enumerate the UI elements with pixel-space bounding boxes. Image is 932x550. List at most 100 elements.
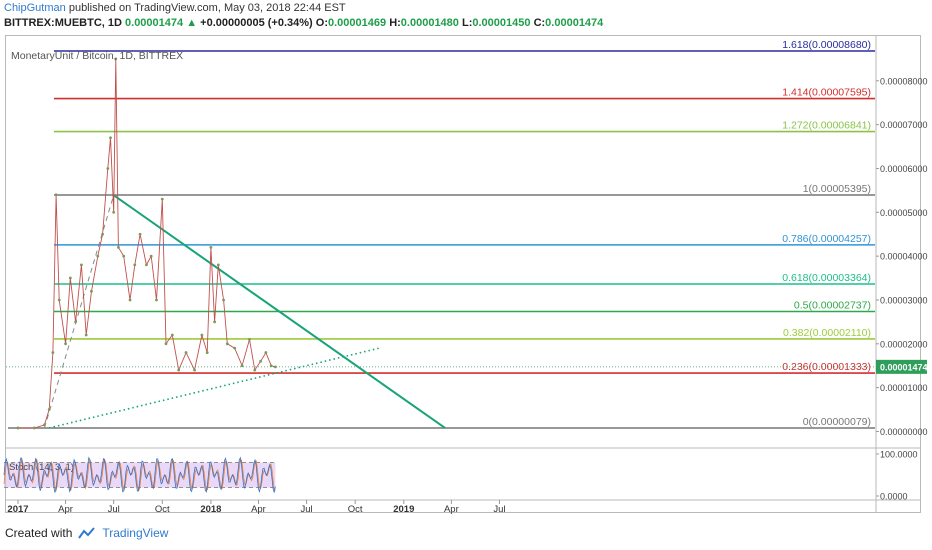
- last-price-badge: [876, 359, 927, 374]
- price-point: [264, 351, 268, 354]
- price-point: [51, 351, 55, 354]
- price-point: [96, 254, 100, 258]
- y-tick-label: 0.00004000: [880, 252, 928, 262]
- high-value: 0.00001480: [400, 17, 459, 29]
- change-text: +0.00000005 (+0.34%): [200, 17, 313, 29]
- fib-level-label: 0.618(0.00003364): [782, 272, 871, 284]
- price-point: [164, 342, 168, 346]
- price-point: [117, 245, 120, 249]
- price-point: [133, 263, 137, 267]
- x-tick-label: Apr: [58, 504, 73, 515]
- y-tick-label: 0.00007000: [880, 120, 928, 130]
- price-point: [273, 365, 277, 369]
- fib-level-label: 0.786(0.00004257): [782, 233, 871, 245]
- low-label: L:: [461, 17, 473, 29]
- chart-title: MonetaryUnit / Bitcoin, 1D, BITTREX: [11, 50, 183, 62]
- x-tick-label: 2018: [200, 504, 221, 515]
- fib-level-label: 1(0.00005395): [803, 183, 871, 195]
- price-point: [184, 351, 188, 354]
- price-point: [47, 408, 51, 411]
- y-tick-label: 0.00000000: [880, 427, 928, 437]
- price-point: [213, 320, 217, 324]
- fib-level-label: 1.618(0.00008680): [782, 39, 871, 51]
- fib-level-label: 1.414(0.00007595): [782, 87, 871, 99]
- stoch-k-line: [3, 456, 276, 494]
- tradingview-logo-icon: [78, 527, 96, 539]
- x-tick-label: Jul: [108, 504, 120, 515]
- price-point: [269, 364, 273, 368]
- price-point: [200, 333, 204, 337]
- price-point: [101, 232, 104, 236]
- price-point: [193, 368, 196, 372]
- price-point: [16, 426, 20, 430]
- price-point: [149, 254, 153, 258]
- fib-level-label: 0.5(0.00002737): [794, 299, 871, 311]
- price-point: [112, 210, 116, 214]
- close-value: 0.00001474: [545, 17, 604, 29]
- price-point: [160, 197, 164, 201]
- y-tick-label: 0.00002000: [880, 339, 928, 349]
- high-label: H:: [389, 17, 401, 29]
- created-with-text: Created with: [5, 526, 73, 540]
- symbol-text: BITTREX:MUEBTC, 1D: [4, 17, 122, 29]
- open-label: O:: [315, 17, 328, 29]
- last-value: 0.00001474: [125, 17, 184, 29]
- price-point: [32, 426, 36, 430]
- x-tick-label: Oct: [348, 504, 363, 515]
- price-point: [233, 346, 237, 350]
- x-tick-label: Apr: [251, 504, 266, 515]
- stoch-d-line: [3, 457, 276, 493]
- x-tick-label: Apr: [444, 504, 459, 515]
- price-point: [109, 136, 112, 140]
- y-tick-label: 0.00003000: [880, 295, 928, 305]
- price-point: [222, 298, 225, 302]
- price-point: [170, 333, 174, 337]
- close-label: C:: [533, 17, 546, 29]
- price-point: [122, 254, 126, 258]
- price-point: [57, 298, 61, 302]
- x-tick-label: Jul: [300, 504, 312, 515]
- last-price-label: 0.00001474: [880, 362, 928, 372]
- price-point: [216, 263, 220, 267]
- y-tick-label: 0.00006000: [880, 164, 928, 174]
- price-point: [259, 359, 262, 363]
- price-point: [106, 167, 110, 170]
- price-point: [138, 232, 142, 236]
- x-tick-label: 2019: [393, 504, 414, 515]
- price-point: [155, 298, 158, 302]
- footer: Created with TradingView: [5, 526, 168, 540]
- price-point: [64, 342, 67, 346]
- y-tick-label: 0.00005000: [880, 208, 928, 218]
- price-point: [177, 368, 181, 372]
- y-tick-label: 0.00008000: [880, 76, 928, 86]
- ohlc-bar: BITTREX:MUEBTC, 1D 0.00001474 ▲ +0.00000…: [4, 17, 603, 29]
- chart-frame: [5, 35, 921, 513]
- trendline-descending: [113, 194, 446, 429]
- price-point: [248, 338, 251, 341]
- price-point: [128, 298, 132, 302]
- published-text: published on TradingView.com, May 03, 20…: [68, 2, 346, 14]
- price-point: [253, 368, 257, 372]
- open-value: 0.00001469: [328, 17, 387, 29]
- price-point: [74, 320, 78, 324]
- fib-level-label: 0.236(0.00001333): [782, 361, 871, 373]
- fib-level-label: 0(0.00000079): [803, 416, 871, 428]
- price-point: [68, 276, 72, 280]
- y-tick-label: 0.00001000: [880, 383, 928, 393]
- stoch-label: Stoch (14, 3, 1): [9, 462, 74, 473]
- price-point: [80, 263, 83, 267]
- price-point: [114, 57, 118, 61]
- x-tick-label: Oct: [155, 504, 170, 515]
- price-point: [90, 289, 93, 293]
- publish-info: ChipGutman published on TradingView.com,…: [4, 2, 346, 14]
- price-point: [145, 263, 148, 267]
- price-point: [84, 333, 88, 337]
- trendline-rising-support: [48, 347, 380, 429]
- price-series-line: [18, 58, 276, 429]
- author-link[interactable]: ChipGutman: [4, 2, 66, 14]
- low-value: 0.00001450: [472, 17, 531, 29]
- price-point: [209, 245, 213, 249]
- price-point: [43, 423, 46, 427]
- tradingview-brand-link[interactable]: TradingView: [102, 526, 169, 540]
